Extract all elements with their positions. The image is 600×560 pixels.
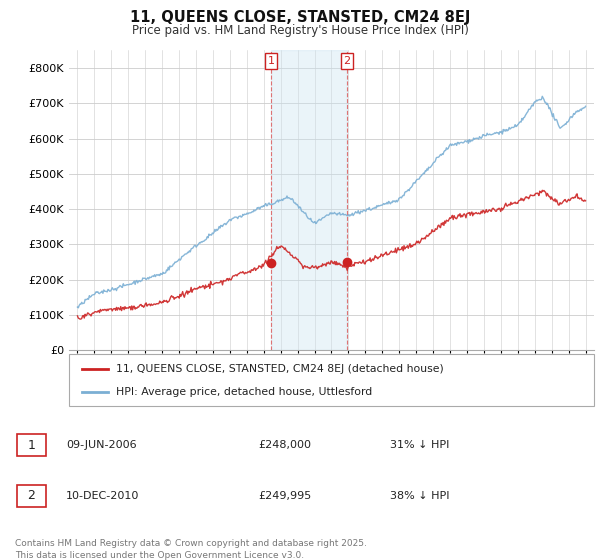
Text: 31% ↓ HPI: 31% ↓ HPI	[390, 440, 449, 450]
Text: Price paid vs. HM Land Registry's House Price Index (HPI): Price paid vs. HM Land Registry's House …	[131, 24, 469, 36]
Text: Contains HM Land Registry data © Crown copyright and database right 2025.
This d: Contains HM Land Registry data © Crown c…	[15, 539, 367, 559]
FancyBboxPatch shape	[69, 354, 594, 406]
Text: 38% ↓ HPI: 38% ↓ HPI	[390, 491, 449, 501]
Text: 11, QUEENS CLOSE, STANSTED, CM24 8EJ: 11, QUEENS CLOSE, STANSTED, CM24 8EJ	[130, 10, 470, 25]
FancyBboxPatch shape	[17, 484, 46, 507]
Text: 2: 2	[344, 56, 350, 66]
FancyBboxPatch shape	[17, 434, 46, 456]
Text: 10-DEC-2010: 10-DEC-2010	[66, 491, 139, 501]
Text: 11, QUEENS CLOSE, STANSTED, CM24 8EJ (detached house): 11, QUEENS CLOSE, STANSTED, CM24 8EJ (de…	[116, 363, 444, 374]
Text: 1: 1	[28, 438, 35, 452]
Text: £249,995: £249,995	[258, 491, 311, 501]
Text: 1: 1	[268, 56, 275, 66]
Text: 2: 2	[28, 489, 35, 502]
Bar	[271, 50, 347, 350]
Text: HPI: Average price, detached house, Uttlesford: HPI: Average price, detached house, Uttl…	[116, 388, 373, 398]
Text: 09-JUN-2006: 09-JUN-2006	[66, 440, 137, 450]
Text: £248,000: £248,000	[258, 440, 311, 450]
